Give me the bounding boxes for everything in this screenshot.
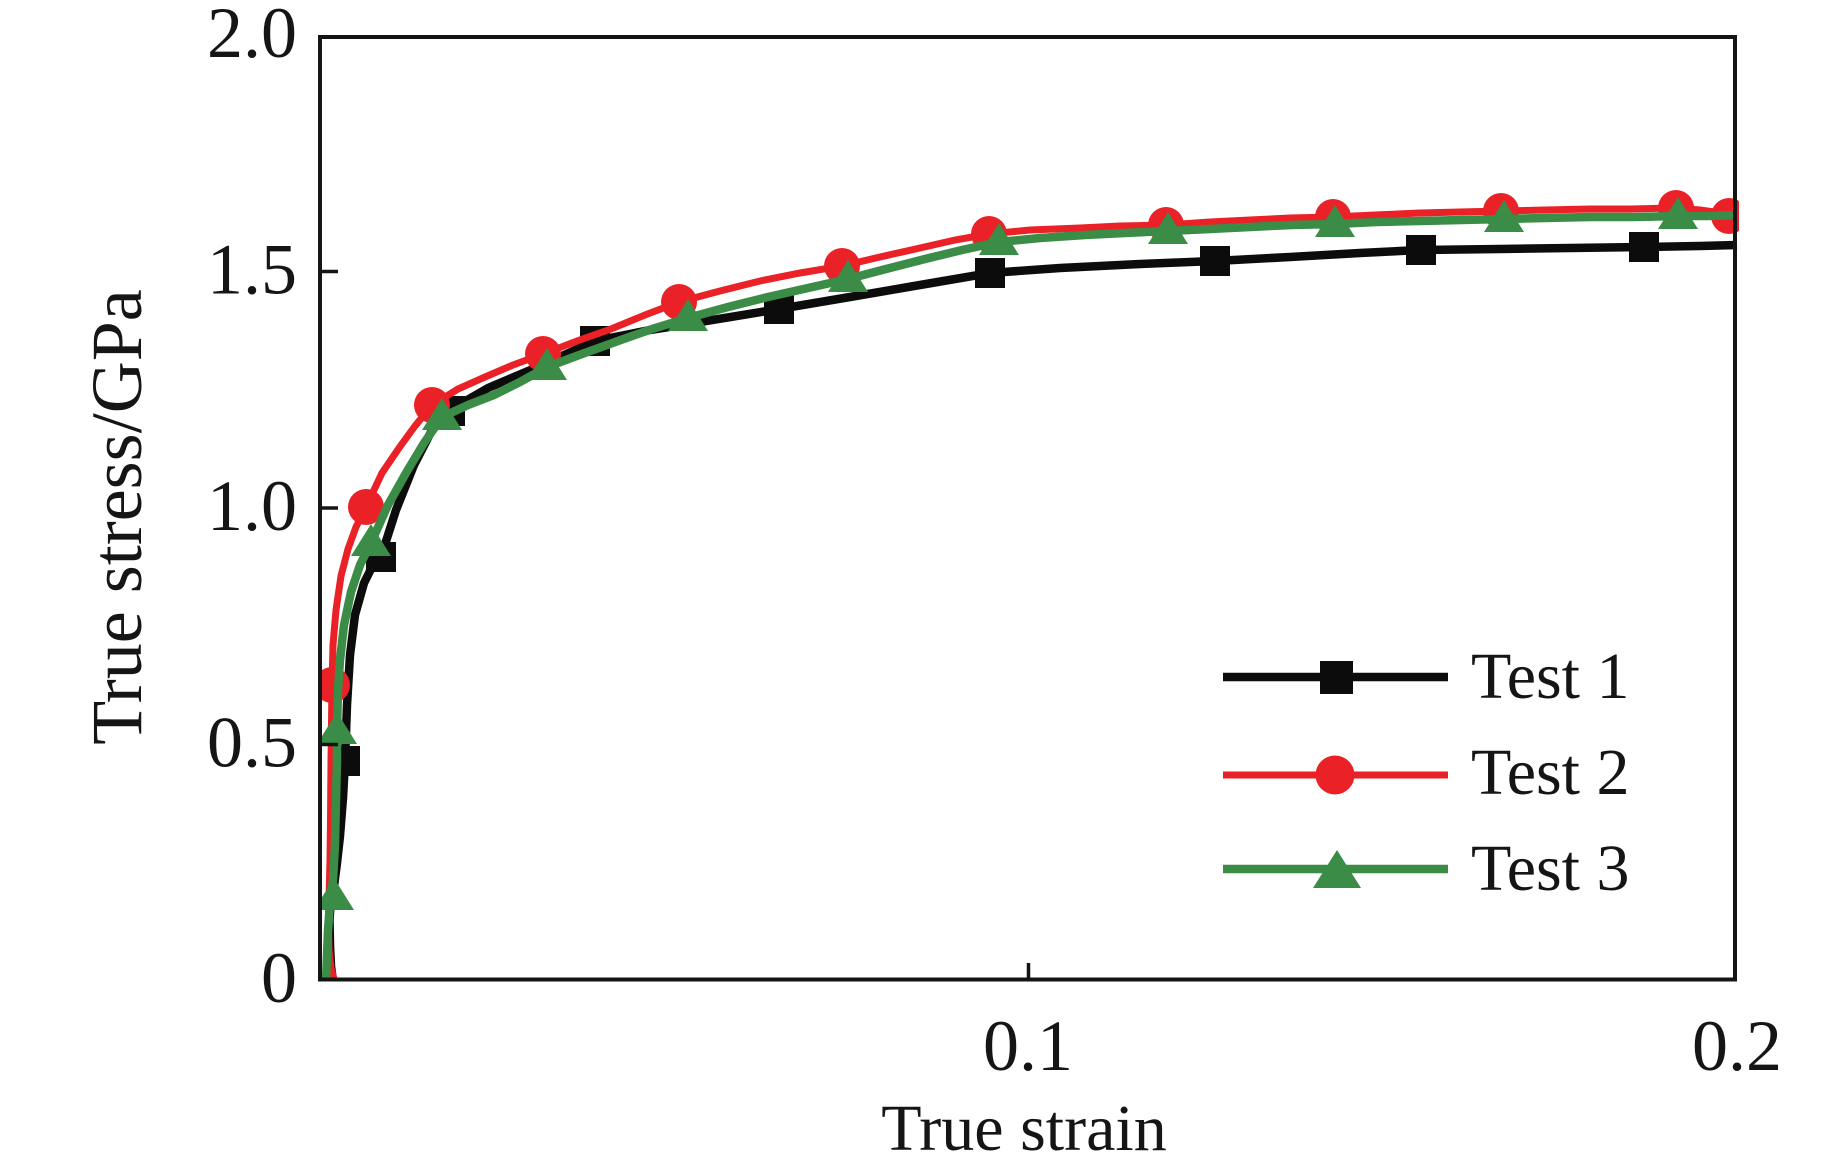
svg-text:0: 0	[261, 938, 297, 1018]
svg-text:2.0: 2.0	[207, 0, 297, 73]
svg-text:0.1: 0.1	[983, 1006, 1073, 1086]
svg-text:0.2: 0.2	[1692, 1006, 1782, 1086]
svg-text:1.5: 1.5	[207, 230, 297, 310]
svg-text:True strain: True strain	[881, 1092, 1166, 1165]
svg-text:1.0: 1.0	[207, 466, 297, 546]
svg-text:0.5: 0.5	[207, 703, 297, 783]
svg-text:Test 2: Test 2	[1471, 736, 1630, 809]
svg-text:True stress/GPa: True stress/GPa	[77, 289, 157, 744]
svg-text:Test 3: Test 3	[1471, 832, 1630, 905]
svg-text:Test 1: Test 1	[1471, 640, 1630, 713]
